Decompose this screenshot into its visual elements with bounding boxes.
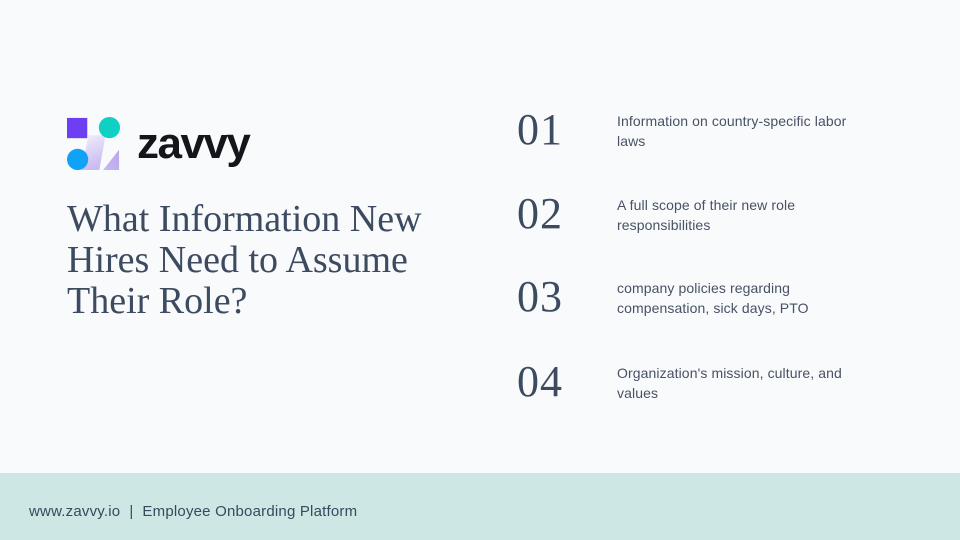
list-item: 03 company policies regarding compensati… xyxy=(517,275,873,319)
item-text: company policies regarding compensation,… xyxy=(617,280,809,316)
footer-url: www.zavvy.io xyxy=(29,503,121,520)
zavvy-logo-icon xyxy=(67,115,121,171)
item-number: 01 xyxy=(517,105,563,154)
list-item: 01 Information on country-specific labor… xyxy=(517,108,873,152)
footer-separator: | xyxy=(129,503,134,520)
item-text: Organization's mission, culture, and val… xyxy=(617,365,842,401)
item-number: 03 xyxy=(517,272,563,321)
footer-bar: www.zavvy.io | Employee Onboarding Platf… xyxy=(0,473,960,540)
zavvy-wordmark: zavvy xyxy=(137,119,251,168)
item-text: Information on country-specific labor la… xyxy=(617,113,847,149)
zavvy-logo: zavvy xyxy=(67,115,251,171)
item-number: 04 xyxy=(517,357,563,406)
footer-tagline: Employee Onboarding Platform xyxy=(142,503,358,520)
item-text: A full scope of their new role responsib… xyxy=(617,197,796,233)
slide-title: What Information New Hires Need to Assum… xyxy=(67,198,422,322)
list-item: 04 Organization's mission, culture, and … xyxy=(517,360,873,404)
item-number: 02 xyxy=(517,189,563,238)
list-item: 02 A full scope of their new role respon… xyxy=(517,192,873,236)
